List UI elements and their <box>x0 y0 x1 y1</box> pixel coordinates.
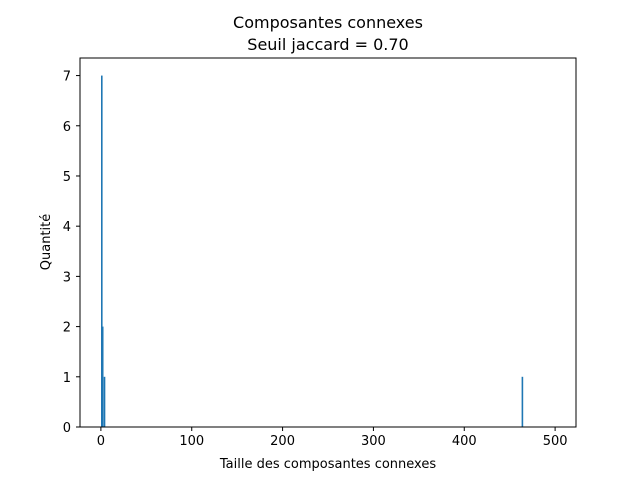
chart-title: Composantes connexes <box>233 13 423 32</box>
y-axis-label: Quantité <box>39 214 54 270</box>
x-axis-ticks: 0 100 200 300 400 500 <box>97 427 568 449</box>
x-axis-label: Taille des composantes connexes <box>219 457 436 472</box>
bars-group <box>101 75 524 427</box>
y-tick-label-1: 1 <box>63 371 71 386</box>
x-tick-label-2: 200 <box>270 434 295 449</box>
chart-subtitle: Seuil jaccard = 0.70 <box>247 35 408 54</box>
bar-3 <box>521 376 524 427</box>
plot-frame <box>79 57 577 428</box>
y-tick-label-7: 7 <box>63 70 71 85</box>
bar-1 <box>101 326 104 427</box>
x-tick-label-1: 100 <box>179 434 204 449</box>
bar-0 <box>101 75 103 427</box>
x-tick-label-0: 0 <box>97 434 105 449</box>
x-tick-label-3: 300 <box>361 434 386 449</box>
x-tick-label-5: 500 <box>543 434 568 449</box>
y-tick-label-0: 0 <box>63 421 71 436</box>
y-tick-label-3: 3 <box>63 270 71 285</box>
y-tick-label-4: 4 <box>63 220 71 235</box>
y-tick-label-2: 2 <box>63 321 71 336</box>
x-tick-label-4: 400 <box>452 434 477 449</box>
y-axis-ticks: 0 1 2 3 4 5 6 7 <box>63 70 80 436</box>
y-tick-label-5: 5 <box>63 170 71 185</box>
y-tick-label-6: 6 <box>63 120 71 135</box>
bar-2 <box>103 376 106 427</box>
